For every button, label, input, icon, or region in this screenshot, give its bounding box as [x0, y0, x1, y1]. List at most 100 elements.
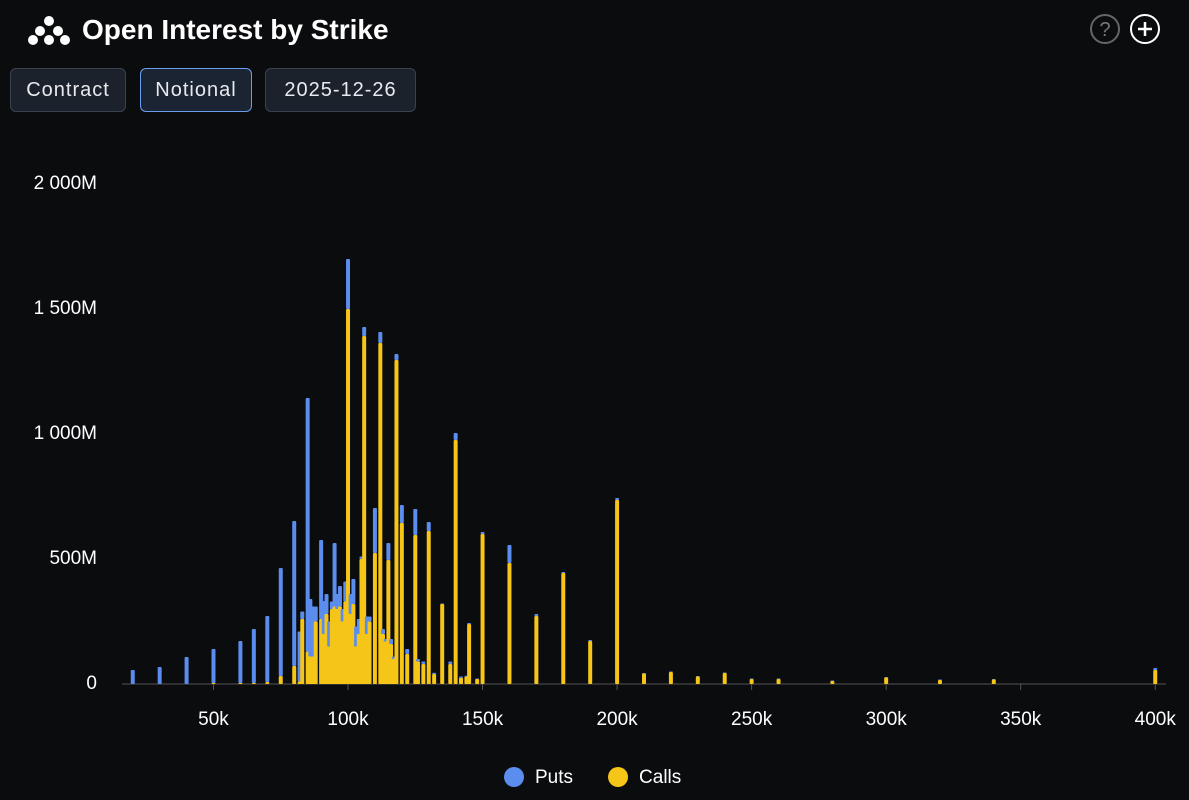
bar-segment — [378, 343, 383, 684]
bar-segment — [413, 535, 418, 684]
bar-segment — [292, 521, 297, 666]
bar-segment — [405, 649, 410, 654]
bar-segment — [776, 679, 781, 684]
x-tick-label: 250k — [731, 709, 773, 730]
bar-segment — [415, 659, 420, 662]
bar-segment — [238, 683, 243, 684]
bar-segment — [480, 534, 485, 684]
bar-segment — [367, 616, 372, 622]
bar-segment — [561, 573, 566, 684]
legend-marker — [504, 767, 524, 787]
bar-segment — [405, 654, 410, 684]
contract-button[interactable]: Contract — [10, 68, 126, 112]
bar-segment — [534, 616, 539, 684]
bar-segment — [475, 678, 480, 679]
date-button[interactable]: 2025-12-26 — [265, 68, 416, 112]
bar-segment — [362, 336, 367, 684]
bar-segment — [432, 672, 437, 674]
y-tick-label: 1 000M — [34, 423, 97, 444]
bar-segment — [211, 649, 216, 683]
bar-segment — [251, 629, 256, 683]
bar-segment — [292, 666, 297, 684]
bar-segment — [695, 676, 700, 677]
bar-segment — [300, 611, 305, 619]
bar-segment — [346, 309, 351, 684]
header: Open Interest by Strike — [28, 14, 389, 46]
add-icon[interactable] — [1130, 14, 1160, 44]
bar-segment — [157, 667, 162, 684]
notional-button[interactable]: Notional — [140, 68, 252, 112]
bar-segment — [440, 604, 445, 684]
bar-segment — [475, 679, 480, 684]
bar-segment — [399, 505, 404, 523]
bar-segment — [991, 679, 996, 684]
bar-segment — [415, 661, 420, 684]
bar-segment — [440, 603, 445, 604]
bar-segment — [319, 540, 324, 619]
bar-segment — [337, 586, 342, 607]
x-tick-label: 50k — [198, 709, 229, 730]
bar-segment — [776, 678, 781, 679]
y-tick-label: 2 000M — [34, 173, 97, 194]
bar-segment — [265, 616, 270, 682]
help-icon[interactable]: ? — [1090, 14, 1120, 44]
bar-segment — [378, 332, 383, 343]
bar-segment — [722, 672, 727, 673]
bar-segment — [561, 572, 566, 573]
bar-segment — [459, 676, 464, 678]
y-tick-label: 500M — [49, 548, 97, 569]
bar-segment — [389, 639, 394, 644]
bar-segment — [332, 543, 337, 607]
legend-marker — [608, 767, 629, 787]
bar-segment — [278, 676, 283, 684]
bar-segment — [467, 624, 472, 684]
bar-segment — [367, 621, 372, 684]
x-tick-label: 400k — [1135, 709, 1177, 730]
y-tick-label: 1 500M — [34, 298, 97, 319]
bar-segment — [351, 579, 356, 604]
x-tick-label: 150k — [462, 709, 504, 730]
svg-text:?: ? — [1099, 19, 1110, 41]
bar-segment — [1153, 668, 1158, 670]
bar-segment — [413, 509, 418, 535]
bar-segment — [346, 259, 351, 309]
bar-segment — [453, 440, 458, 684]
bar-segment — [668, 672, 673, 684]
bar-segment — [394, 354, 399, 360]
bar-segment — [642, 673, 646, 674]
bar-segment — [749, 678, 754, 679]
bar-segment — [265, 682, 270, 684]
legend-label: Puts — [535, 767, 573, 788]
bar-segment — [211, 683, 216, 684]
bar-segment — [313, 606, 318, 622]
bar-segment — [884, 677, 889, 678]
bar-segment — [426, 522, 431, 531]
bar-segment — [749, 679, 754, 684]
bar-segment — [386, 543, 391, 560]
bar-segment — [480, 532, 485, 534]
logo — [28, 16, 70, 45]
x-tick-label: 350k — [1000, 709, 1042, 730]
bar-segment — [937, 679, 942, 680]
bar-segment — [453, 433, 458, 440]
bar-segment — [722, 673, 727, 684]
bar-segment — [421, 664, 426, 684]
title: Open Interest by Strike — [82, 14, 389, 45]
x-tick-label: 300k — [866, 709, 908, 730]
bar-segment — [668, 671, 673, 672]
bar-segment — [394, 360, 399, 684]
legend-label: Calls — [639, 767, 681, 788]
bar-segment — [588, 640, 593, 641]
bar-segment — [448, 661, 453, 664]
bar-segment — [937, 680, 942, 684]
bar-segment — [184, 657, 189, 684]
bar-segment — [421, 661, 426, 664]
bar-segment — [372, 508, 377, 553]
bar-segment — [830, 680, 835, 681]
icons: ? — [1090, 14, 1160, 44]
bar-segment — [130, 670, 135, 684]
bar-segment — [884, 677, 889, 684]
bar-segment — [448, 664, 453, 684]
